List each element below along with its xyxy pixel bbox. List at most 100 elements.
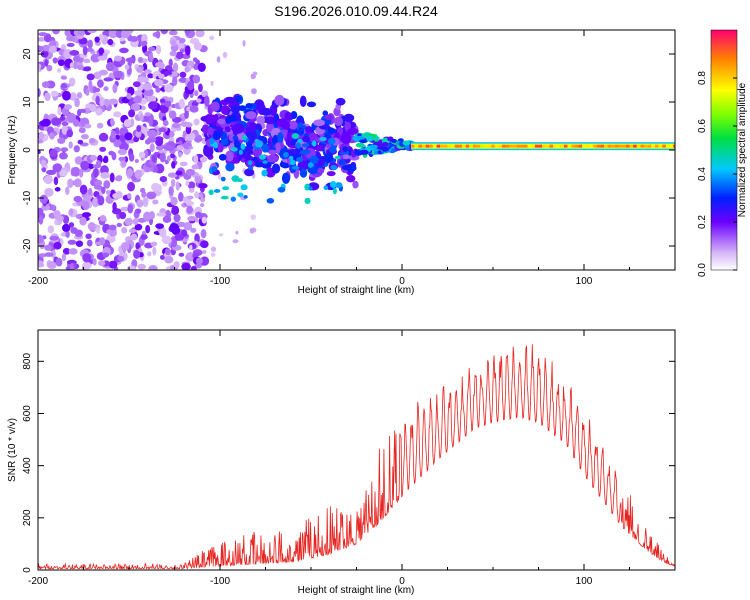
heatmap-blob [44,252,54,257]
heatmap-blob [147,129,158,139]
heatmap-blob [126,92,132,100]
heatmap-blob [186,106,191,112]
steady-band-core [491,144,495,148]
steady-band-core [640,144,645,148]
heatmap-blob [200,240,209,249]
heatmap-blob [133,249,141,259]
heatmap-blob [232,239,239,244]
heatmap-blob [265,116,276,125]
heatmap-blob [82,201,90,211]
heatmap-blob [44,92,51,101]
steady-band-core [465,144,470,148]
heatmap-blob [291,132,300,140]
heatmap-blob [281,172,291,184]
steady-band-core [629,144,634,148]
heatmap-blob [82,45,88,56]
heatmap-blob [69,92,77,101]
snr-x-tick-label: 0 [399,576,405,587]
steady-band-core [443,144,448,148]
heatmap-blob [49,149,58,157]
heatmap-blob [40,159,47,167]
heatmap-blob [80,160,90,171]
heatmap-blob [330,164,338,171]
heatmap-blob [175,51,184,60]
steady-band-core [604,144,608,148]
heatmap-blob [99,237,106,245]
heatmap-blob [107,38,114,46]
heatmap-blob [230,196,237,202]
spectrogram-y-tick-label: -10 [22,190,33,205]
steady-band-core [505,144,510,148]
heatmap-blob [176,145,183,151]
heatmap-blob [186,252,192,257]
heatmap-blob [190,265,197,270]
heatmap-blob [68,248,78,255]
heatmap-blob [159,176,168,183]
heatmap-blob [147,95,157,103]
heatmap-blob [94,179,103,187]
heatmap-blob [132,217,139,226]
steady-band-core [618,144,623,148]
heatmap-blob [168,186,174,196]
heatmap-blob [63,49,73,59]
heatmap-blob [163,144,173,150]
heatmap-blob [41,167,47,173]
steady-band-core [429,144,433,148]
heatmap-blob [125,57,136,63]
heatmap-blob [174,233,185,241]
heatmap-blob [59,169,68,177]
heatmap-blob [62,90,71,101]
heatmap-blob [171,205,180,216]
heatmap-blob [171,122,181,129]
heatmap-blob [193,63,200,71]
heatmap-blob [100,171,110,179]
heatmap-blob [178,37,186,44]
heatmap-blob [391,138,397,144]
heatmap-blob [73,119,80,127]
heatmap-blob [402,140,411,146]
steady-band-core [534,144,539,148]
steady-band-core [571,144,575,148]
heatmap-blob [266,198,275,204]
heatmap-blob [73,178,82,188]
heatmap-blob [238,149,243,155]
heatmap-blob [210,101,220,112]
heatmap-blob [148,101,158,110]
heatmap-blob [114,139,122,146]
heatmap-blob [68,222,75,228]
heatmap-blob [301,143,310,148]
heatmap-blob [162,120,169,127]
heatmap-blob [103,77,113,82]
heatmap-blob [222,186,230,191]
snr-y-axis: 0 200 400 600 800 [22,353,675,573]
steady-band-core [560,144,564,148]
steady-band-core [469,144,473,148]
heatmap-blob [335,97,346,106]
heatmap-blob [230,104,241,114]
heatmap-blob [343,113,355,122]
heatmap-blob [222,51,228,59]
snr-x-tick-label: -200 [28,576,48,587]
heatmap-blob [80,133,89,140]
heatmap-blob [171,39,176,46]
heatmap-blob [196,98,202,103]
heatmap-blob [247,160,253,166]
heatmap-blob [201,216,207,224]
steady-band-core [549,144,554,148]
heatmap-blob [84,123,92,129]
heatmap-blob [352,180,359,189]
heatmap-blob [285,139,292,146]
heatmap-blob [217,172,222,180]
heatmap-blob [377,150,382,155]
heatmap-blob [147,251,152,257]
heatmap-blob [289,159,296,166]
heatmap-blob [238,105,247,112]
heatmap-blob [136,199,144,208]
heatmap-blob [119,133,126,143]
heatmap-blob [78,108,87,113]
heatmap-blob [92,168,99,178]
steady-band-core [516,144,521,148]
heatmap-blob [38,88,41,97]
heatmap-blob [61,223,71,232]
heatmap-blob [98,69,109,76]
